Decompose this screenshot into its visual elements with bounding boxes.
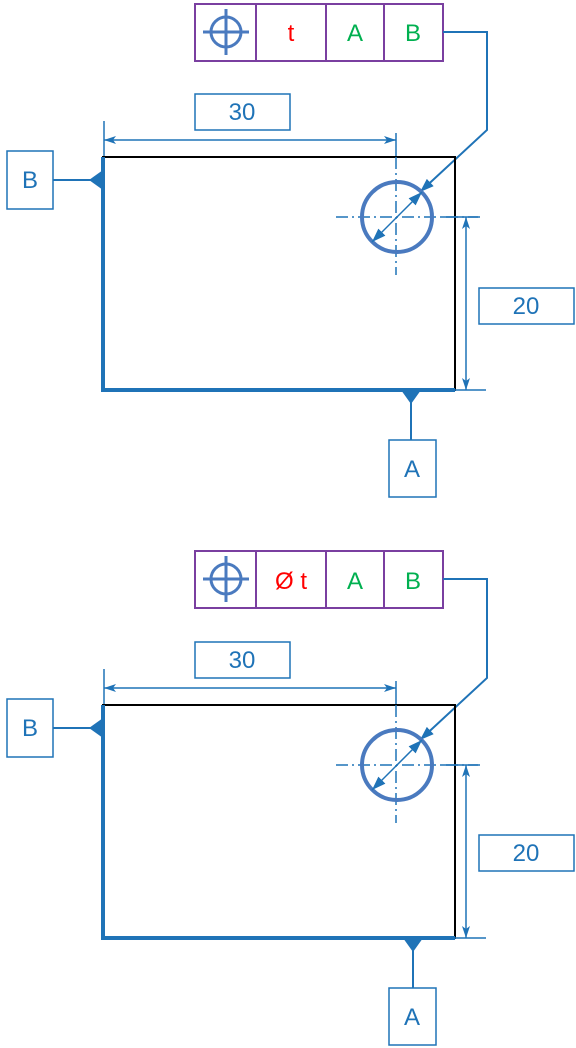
hole-circle bbox=[360, 180, 434, 254]
primary-datum-ref: A bbox=[347, 20, 363, 47]
tolerance-value: Ø t bbox=[275, 568, 307, 595]
datum-letter: A bbox=[404, 1004, 420, 1031]
datum-triangle bbox=[89, 170, 103, 190]
datum-letter: B bbox=[22, 715, 38, 742]
position-icon bbox=[203, 556, 249, 602]
diameter-line bbox=[371, 191, 423, 243]
fcf-leader-line bbox=[419, 31, 488, 193]
datum-triangle bbox=[403, 938, 423, 952]
dimension-vertical: 20 bbox=[442, 216, 575, 391]
fcf-leader-line bbox=[419, 578, 488, 741]
dimension-horizontal: 30 bbox=[103, 93, 397, 156]
hole-feature bbox=[336, 705, 480, 823]
drawing-2: Ø t A B 30 20 bbox=[6, 550, 575, 1046]
drawing-1: t A B 30 20 bbox=[6, 3, 575, 498]
datum-triangle bbox=[401, 390, 421, 404]
position-icon bbox=[203, 9, 249, 55]
dimension-value-20: 20 bbox=[513, 293, 540, 320]
dimension-horizontal: 30 bbox=[103, 641, 397, 704]
datum-box bbox=[388, 987, 437, 1046]
datum-b-symbol: B bbox=[6, 150, 103, 210]
dimension-value-30: 30 bbox=[229, 647, 256, 674]
feature-control-frame: Ø t A B bbox=[194, 550, 444, 609]
datum-letter: B bbox=[22, 167, 38, 194]
hole-circle bbox=[360, 728, 434, 802]
secondary-datum-ref: B bbox=[405, 568, 421, 595]
part-outline bbox=[102, 704, 456, 939]
basic-dimension-box bbox=[194, 641, 291, 679]
basic-dimension-box bbox=[478, 834, 575, 872]
feature-control-frame: t A B bbox=[194, 3, 444, 62]
diameter-line bbox=[371, 739, 423, 791]
datum-triangle bbox=[89, 718, 103, 738]
datum-b-symbol: B bbox=[6, 698, 103, 758]
tolerance-value: t bbox=[288, 20, 295, 47]
dimension-value-30: 30 bbox=[229, 99, 256, 126]
part-outline bbox=[102, 156, 456, 391]
dimension-value-20: 20 bbox=[513, 840, 540, 867]
hole-feature bbox=[336, 157, 480, 275]
datum-a-symbol: A bbox=[388, 938, 437, 1046]
secondary-datum-ref: B bbox=[405, 20, 421, 47]
primary-datum-ref: A bbox=[347, 568, 363, 595]
datum-letter: A bbox=[404, 456, 420, 483]
dimension-vertical: 20 bbox=[442, 764, 575, 939]
basic-dimension-box bbox=[478, 287, 575, 325]
basic-dimension-box bbox=[194, 93, 291, 131]
datum-a-symbol: A bbox=[388, 390, 437, 498]
datum-box bbox=[388, 439, 437, 498]
